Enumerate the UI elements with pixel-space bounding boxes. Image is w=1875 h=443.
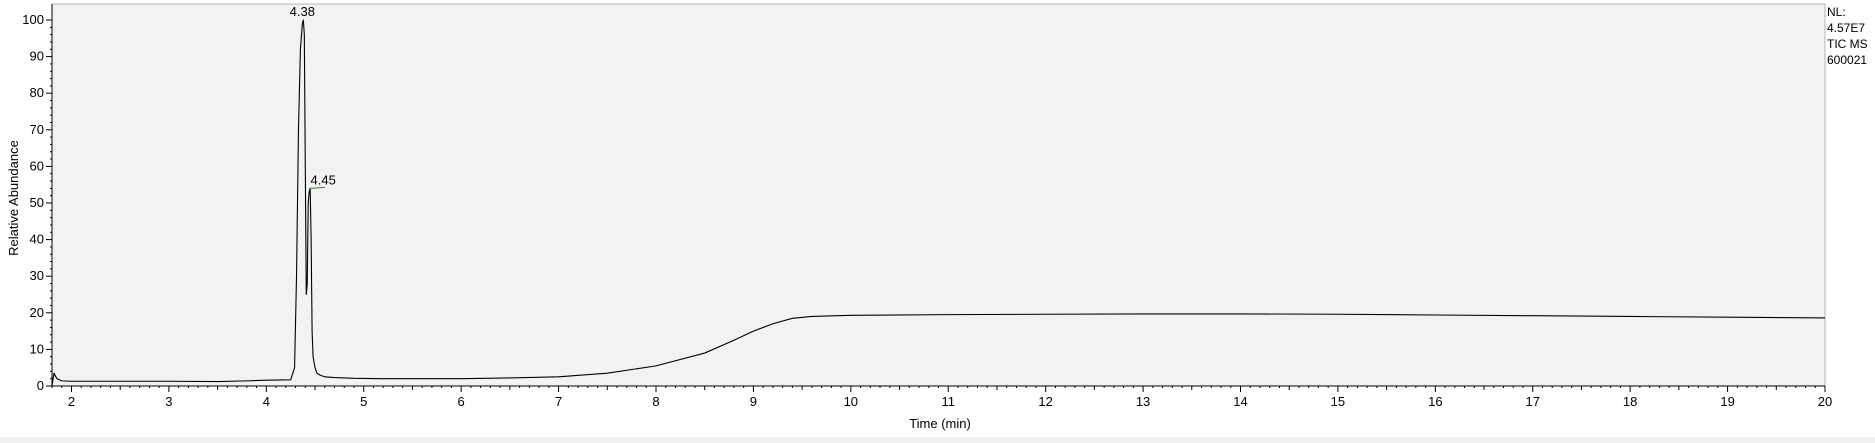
x-tick-label: 6 [458,394,465,409]
x-tick-label: 5 [360,394,367,409]
x-tick-label: 7 [555,394,562,409]
x-tick-label: 16 [1428,394,1442,409]
x-tick-label: 20 [1818,394,1832,409]
x-tick-label: 2 [68,394,75,409]
x-tick-label: 13 [1136,394,1150,409]
y-tick-label: 30 [30,268,44,283]
x-tick-label: 12 [1038,394,1052,409]
y-tick-label: 50 [30,195,44,210]
data-layer [51,19,1826,387]
x-axis: 2 3 4 5 6 7 8 9 10 11 12 13 14 15 16 17 18 19 20 [51,385,1832,409]
y-axis-title: Relative Abundance [6,140,21,256]
x-tick-label: 14 [1233,394,1247,409]
peak-label: 4.38 [290,4,315,19]
y-tick-label: 0 [37,378,44,393]
x-axis-title: Time (min) [909,416,971,431]
peak-marker [310,186,326,189]
normalization-info: NL: 4.57E7 TIC MS 600021 [1827,4,1868,68]
trace-label: TIC MS [1827,37,1868,51]
y-tick-label: 90 [30,49,44,64]
x-tick-label: 4 [263,394,270,409]
y-tick-label: 20 [30,305,44,320]
x-tick-label: 10 [844,394,858,409]
file-id: 600021 [1827,53,1868,67]
x-tick-label: 11 [941,394,955,409]
y-tick-label: 100 [22,12,44,27]
y-axis: 0 10 20 30 40 50 60 70 80 90 100 [22,4,53,393]
x-tick-label: 17 [1526,394,1540,409]
x-tick-label: 15 [1331,394,1345,409]
y-tick-label: 10 [30,341,44,356]
bottom-strip [0,437,1875,443]
peak-label-layer: 4.38 4.45 [290,4,336,189]
y-tick-label: 70 [30,122,44,137]
peak-label: 4.45 [311,172,336,187]
x-tick-label: 3 [165,394,172,409]
data-series-line [51,19,1826,387]
x-tick-label: 19 [1720,394,1734,409]
plot-area [51,3,1826,387]
x-tick-label: 9 [750,394,757,409]
y-tick-label: 60 [30,158,44,173]
y-tick-label: 80 [30,85,44,100]
x-tick-label: 18 [1623,394,1637,409]
nl-label: NL: [1827,5,1846,19]
x-tick-label: 8 [652,394,659,409]
nl-value: 4.57E7 [1827,21,1866,35]
y-tick-label: 40 [30,232,44,247]
